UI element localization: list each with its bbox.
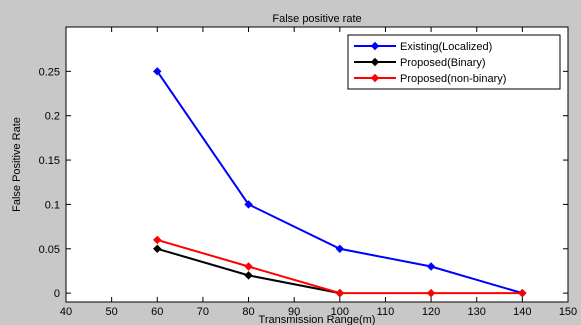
series-lines: [153, 67, 527, 298]
y-tick-label: 0.05: [39, 244, 60, 256]
legend-marker: [370, 57, 380, 67]
axis-ticks: 40 50 60 70 80 90 100 110 120 130 140 150 0 0.05 0.1 0.…: [39, 27, 577, 318]
legend-marker: [370, 73, 380, 83]
x-tick-label: 100: [331, 306, 349, 318]
legend-marker: [370, 41, 380, 51]
data-point: [335, 288, 345, 298]
x-tick-label: 60: [151, 306, 163, 318]
data-point: [244, 262, 253, 271]
legend-label: Existing(Localized): [400, 41, 492, 53]
x-tick-label: 90: [288, 306, 300, 318]
y-tick-label: 0.1: [45, 199, 60, 211]
legend: Existing(Localized) Proposed(Binary) Propo…: [347, 34, 561, 90]
data-point: [153, 244, 162, 253]
y-axis-title: False Positive Rate: [11, 117, 23, 212]
chart-title: False positive rate: [272, 13, 361, 25]
x-tick-label: 40: [60, 306, 72, 318]
data-point: [426, 262, 436, 271]
y-tick-label: 0.15: [39, 155, 60, 167]
x-tick-label: 130: [468, 306, 486, 318]
x-tick-label: 140: [513, 306, 531, 318]
data-point: [153, 235, 162, 245]
data-point: [244, 200, 253, 209]
x-tick-label: 150: [559, 306, 577, 318]
data-point: [153, 67, 162, 76]
data-point: [335, 244, 345, 253]
x-tick-label: 80: [242, 306, 254, 318]
x-tick-label: 120: [422, 306, 440, 318]
y-tick-label: 0: [54, 288, 60, 300]
x-tick-label: 50: [106, 306, 118, 318]
legend-label: Proposed(Binary): [400, 57, 486, 69]
data-point: [518, 288, 527, 298]
x-tick-label: 70: [197, 306, 209, 318]
legend-label: Proposed(non-binary): [400, 73, 506, 85]
y-tick-label: 0.25: [39, 66, 60, 78]
x-axis-title: Transmission Range(m): [259, 314, 376, 325]
y-tick-label: 0.2: [45, 111, 60, 123]
data-point: [426, 288, 436, 298]
x-tick-label: 110: [377, 306, 395, 318]
data-point: [244, 271, 253, 280]
